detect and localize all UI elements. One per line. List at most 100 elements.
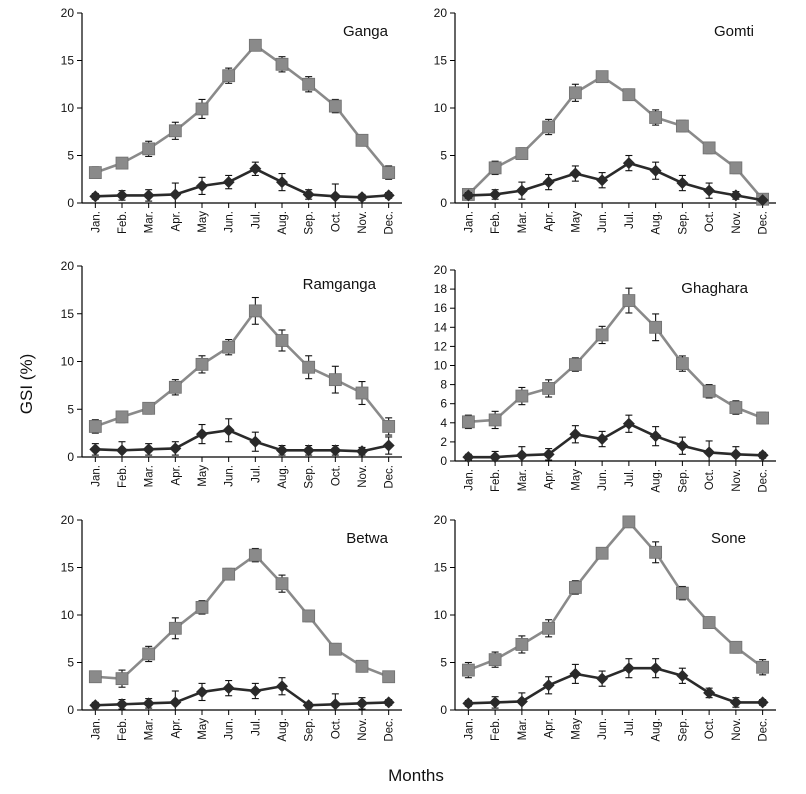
square-marker xyxy=(515,638,529,651)
square-marker xyxy=(461,663,475,677)
square-marker xyxy=(568,86,582,100)
diamond-marker xyxy=(703,184,716,197)
y-tick-label: 8 xyxy=(440,378,447,392)
square-marker xyxy=(649,111,663,124)
diamond-marker xyxy=(489,451,502,464)
diamond-marker xyxy=(356,445,368,458)
x-tick-label: Apr. xyxy=(544,211,556,231)
diamond-marker xyxy=(462,189,475,202)
square-marker xyxy=(222,340,236,354)
x-tick-label: Aug. xyxy=(651,718,663,742)
diamond-marker xyxy=(729,696,742,709)
x-tick-label: Aug. xyxy=(651,211,663,235)
x-tick-label: Sep. xyxy=(304,211,316,235)
y-tick-label: 0 xyxy=(67,703,74,717)
diamond-marker xyxy=(249,162,262,175)
square-marker xyxy=(382,670,396,684)
y-tick-label: 0 xyxy=(440,196,447,210)
diamond-marker xyxy=(756,449,769,462)
x-tick-label: Sep. xyxy=(677,469,689,493)
square-marker xyxy=(222,567,236,581)
x-tick-label: May xyxy=(197,718,209,740)
diamond-marker xyxy=(622,157,635,170)
y-tick-label: 16 xyxy=(434,301,448,315)
diamond-marker xyxy=(569,167,582,180)
diamond-marker xyxy=(462,451,475,464)
diamond-marker xyxy=(489,696,502,709)
diamond-marker xyxy=(356,191,368,204)
y-tick-label: 0 xyxy=(440,703,447,717)
x-tick-label: Dec. xyxy=(384,211,396,235)
x-tick-label: Mar. xyxy=(517,718,529,740)
square-marker xyxy=(355,659,369,673)
square-marker xyxy=(702,141,716,155)
x-tick-label: Jul. xyxy=(250,465,262,483)
square-marker xyxy=(168,380,182,394)
y-tick-label: 5 xyxy=(67,149,74,163)
x-tick-label: May xyxy=(197,211,209,233)
x-tick-label: Jul. xyxy=(624,211,636,229)
x-tick-label: Jun. xyxy=(597,211,609,233)
x-tick-label: Aug. xyxy=(277,718,289,742)
y-tick-label: 14 xyxy=(434,320,448,334)
diamond-marker xyxy=(382,189,395,202)
panel-title: Betwa xyxy=(346,530,388,547)
y-tick-label: 15 xyxy=(434,54,448,68)
diamond-marker xyxy=(116,698,128,711)
diamond-marker xyxy=(489,188,502,201)
square-marker xyxy=(142,142,156,156)
square-marker xyxy=(382,166,396,180)
diamond-marker xyxy=(142,189,155,202)
x-tick-label: Aug. xyxy=(651,469,663,493)
square-marker xyxy=(542,621,556,635)
diamond-marker xyxy=(596,672,609,685)
square-marker xyxy=(328,373,342,387)
y-tick-label: 15 xyxy=(61,54,75,68)
x-tick-label: Sep. xyxy=(677,718,689,742)
dark-diamond-series-line xyxy=(95,684,389,707)
panel-title: Sone xyxy=(711,530,746,547)
diamond-marker xyxy=(276,176,288,189)
square-marker xyxy=(622,88,636,102)
diamond-marker xyxy=(329,698,342,711)
x-tick-label: Jan. xyxy=(463,469,475,491)
x-tick-label: Jun. xyxy=(597,469,609,491)
diamond-marker xyxy=(302,444,315,457)
x-tick-label: Feb. xyxy=(117,465,129,488)
x-tick-label: Jan. xyxy=(90,718,102,740)
square-marker xyxy=(756,411,770,425)
square-marker xyxy=(248,548,262,562)
x-axis-label: Months xyxy=(388,766,444,785)
dark-diamond-series-line xyxy=(468,161,763,202)
y-tick-label: 0 xyxy=(440,454,447,468)
diamond-marker xyxy=(596,433,609,446)
diamond-marker xyxy=(515,449,528,462)
x-tick-label: Jan. xyxy=(463,718,475,740)
square-marker xyxy=(675,357,689,370)
diamond-marker xyxy=(196,685,208,698)
panel-title: Ghaghara xyxy=(681,280,748,297)
diamond-marker xyxy=(249,435,262,448)
y-tick-label: 0 xyxy=(67,450,74,464)
y-tick-label: 4 xyxy=(440,416,447,430)
diamond-marker xyxy=(703,446,716,459)
x-tick-label: Apr. xyxy=(544,718,556,738)
x-tick-label: Jun. xyxy=(224,211,236,233)
diamond-marker xyxy=(222,682,235,695)
x-tick-label: Mar. xyxy=(517,469,529,491)
panel-title: Gomti xyxy=(714,23,754,40)
square-marker xyxy=(222,69,236,83)
x-tick-label: Aug. xyxy=(277,211,289,235)
y-tick-label: 20 xyxy=(434,6,448,20)
x-tick-label: Oct. xyxy=(704,469,716,490)
panel-title: Ramganga xyxy=(303,276,377,293)
square-marker xyxy=(248,304,262,318)
x-tick-label: Jun. xyxy=(224,718,236,740)
diamond-marker xyxy=(515,695,528,708)
y-tick-label: 2 xyxy=(440,435,447,449)
gray-square-series-line xyxy=(94,309,390,428)
x-tick-label: Nov. xyxy=(731,718,743,741)
dark-diamond-series-line xyxy=(468,666,763,705)
x-tick-label: Feb. xyxy=(490,211,502,234)
square-marker xyxy=(488,653,502,667)
